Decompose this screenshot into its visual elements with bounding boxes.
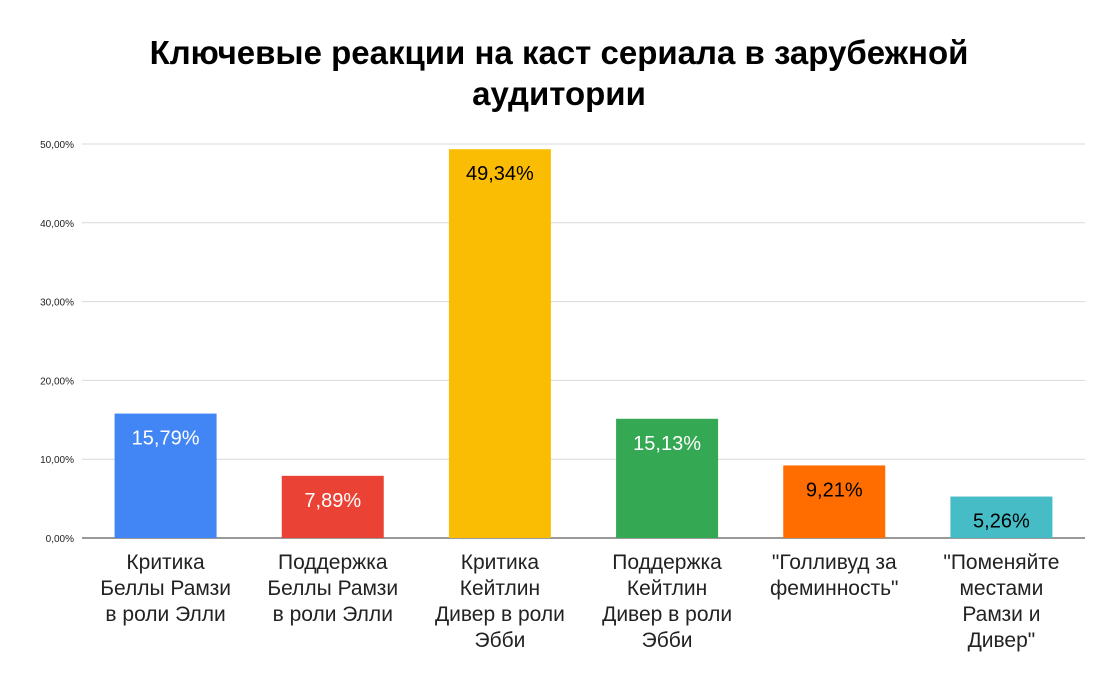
bars [114, 149, 1053, 538]
bar [114, 413, 217, 538]
x-tick-label: "Поменяйте местами Рамзи и Дивер" [943, 551, 1059, 652]
bar [783, 465, 886, 538]
y-tick-label: 30,00% [40, 298, 74, 309]
y-tick-label: 40,00% [40, 219, 74, 230]
bar [616, 418, 719, 538]
x-tick-label: Поддержка Кейтлин Дивер в роли Эбби [602, 551, 732, 652]
data-label: 7,89% [304, 490, 361, 512]
y-tick-label: 0,00% [46, 534, 74, 545]
chart-title-line-2: аудитории [472, 75, 646, 112]
data-label: 15,79% [132, 428, 200, 450]
x-tick-label: Критика Беллы Рамзи в роли Элли [100, 551, 231, 626]
x-tick-label: "Голливуд за феминность" [770, 551, 899, 600]
bar [281, 475, 384, 538]
chart-title-line-1: Ключевые реакции на каст сериала в заруб… [149, 34, 969, 71]
y-tick-label: 10,00% [40, 455, 74, 466]
data-label: 9,21% [806, 479, 863, 501]
data-labels: 15,79% 7,89% 49,34% 15,13% 9,21% 5,26% [132, 163, 1030, 532]
y-axis-tick-labels: 0,00% 10,00% 20,00% 30,00% 40,00% 50,00% [40, 140, 74, 545]
x-tick-label: Критика Кейтлин Дивер в роли Эбби [435, 551, 565, 652]
y-tick-label: 50,00% [40, 140, 74, 151]
data-label: 5,26% [973, 511, 1030, 533]
data-label: 49,34% [466, 163, 534, 185]
x-axis-category-labels: Критика Беллы Рамзи в роли Элли Поддержка Бе… [100, 551, 1059, 652]
chart-title: Ключевые реакции на каст сериала в заруб… [0, 32, 1118, 114]
data-label: 15,13% [633, 433, 701, 455]
y-tick-label: 20,00% [40, 376, 74, 387]
x-tick-label: Поддержка Беллы Рамзи в роли Элли [267, 551, 398, 626]
gridlines [82, 143, 1085, 539]
bar [448, 149, 551, 538]
bar [950, 496, 1053, 538]
